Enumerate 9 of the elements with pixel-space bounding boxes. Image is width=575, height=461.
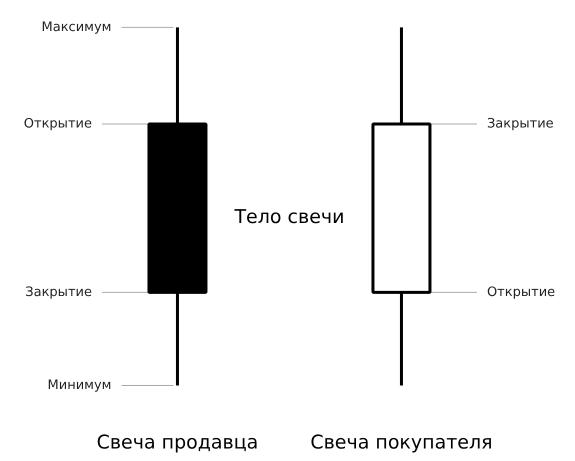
annotation: Открытие [486, 284, 556, 300]
annotation: Закрытие [25, 284, 92, 300]
annotation: Минимум [48, 378, 112, 393]
annotation: Открытие [24, 116, 92, 132]
annotation: Тело свечи [233, 206, 344, 228]
annotation: Закрытие [486, 116, 554, 132]
annotation: Максимум [42, 20, 112, 35]
x-tick-label: Свеча продавца [96, 432, 258, 454]
x-tick-label: Свеча покупателя [310, 432, 493, 454]
